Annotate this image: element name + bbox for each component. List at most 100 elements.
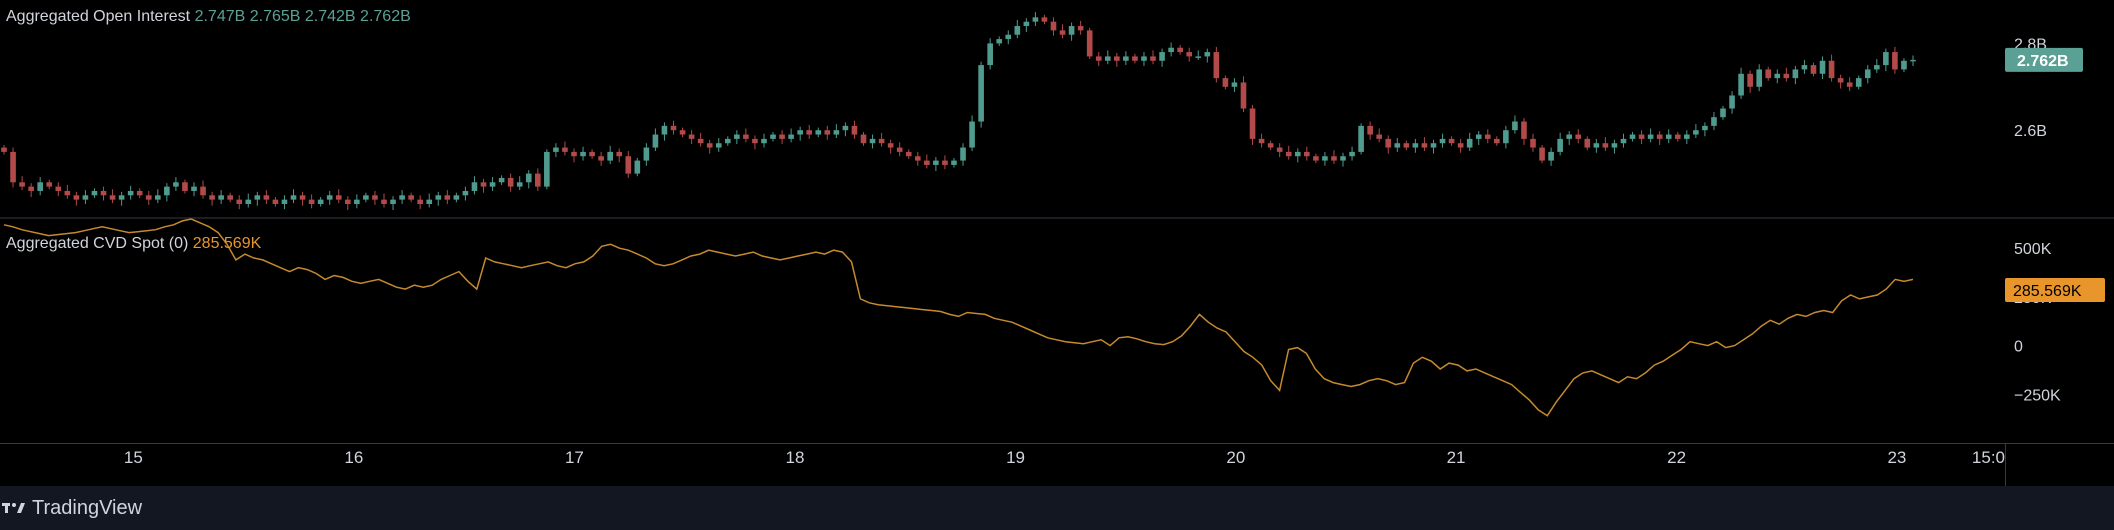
candle-body: [1792, 69, 1799, 79]
candle-body: [951, 160, 957, 165]
candle-body: [1693, 130, 1699, 135]
cvd-axis-tick-label: 500K: [2014, 241, 2052, 258]
candle-body: [806, 130, 813, 135]
candle-body: [914, 156, 921, 161]
candle-body: [1421, 143, 1428, 148]
candle-body: [706, 143, 713, 148]
candle-body: [118, 195, 125, 200]
candle-body: [1584, 138, 1591, 148]
candle-body: [1394, 143, 1401, 148]
candle-body: [1267, 143, 1274, 148]
time-axis-tick-label: 19: [1006, 448, 1025, 467]
candle-body: [1104, 56, 1111, 61]
candle-body: [354, 199, 360, 204]
open-interest-pane[interactable]: [1, 12, 1916, 211]
candle-body: [933, 160, 939, 165]
candle-body: [1548, 151, 1554, 161]
chart-canvas[interactable]: 2.8B2.6B2.762B500K250K0−250K285.569K1516…: [0, 0, 2114, 486]
candle-body: [19, 182, 25, 187]
candle-body: [1774, 73, 1781, 79]
time-axis-tick-label: 21: [1447, 448, 1466, 467]
candle-body: [553, 147, 559, 152]
cvd-legend-value: 285.569K: [193, 235, 262, 252]
candle-body: [643, 147, 650, 161]
candle-body: [507, 177, 514, 187]
candle-body: [1566, 134, 1573, 139]
candle-body: [417, 199, 423, 204]
candle-body: [1077, 26, 1084, 31]
candle-body: [1503, 130, 1509, 144]
candle-body: [1512, 121, 1518, 131]
candle-body: [1665, 134, 1672, 139]
candle-body: [734, 134, 740, 139]
time-axis-tick-label: 17: [565, 448, 584, 467]
candle-body: [697, 138, 704, 144]
candle-body: [191, 186, 197, 191]
cvd-pane[interactable]: [3, 218, 1914, 417]
candle-body: [1656, 134, 1663, 139]
candle-body: [878, 138, 885, 144]
candle-body: [444, 195, 451, 200]
candle-body: [1204, 52, 1211, 57]
candle-body: [1674, 134, 1681, 139]
candle-body: [1439, 138, 1446, 144]
candle-body: [1068, 26, 1075, 35]
candle-body: [1195, 56, 1202, 58]
candle-body: [344, 199, 351, 204]
candle-body: [480, 182, 487, 187]
oi-legend-value: 2.747B: [195, 8, 250, 25]
oi-last-value-label: 2.762B: [2017, 53, 2069, 70]
cvd-axis-tick-label: −250K: [2014, 387, 2061, 404]
candle-body: [1466, 138, 1473, 148]
candle-body: [372, 195, 378, 200]
candle-body: [390, 199, 396, 204]
legend-layer: Aggregated Open Interest 2.747B 2.765B 2…: [6, 8, 411, 252]
candle-body: [236, 199, 243, 204]
candle-body: [1910, 59, 1916, 62]
candle-body: [607, 151, 613, 161]
candle-body: [1684, 134, 1690, 139]
candle-body: [905, 151, 912, 157]
candle-body: [281, 199, 288, 204]
candle-body: [399, 195, 405, 200]
candle-body: [1141, 56, 1147, 61]
candle-body: [525, 173, 532, 183]
tradingview-brand[interactable]: TradingView: [2, 497, 142, 520]
candle-body: [887, 143, 894, 148]
candle-body: [1313, 156, 1319, 161]
oi-legend-value: 2.742B: [305, 8, 360, 25]
candle-body: [743, 134, 749, 139]
candle-body: [715, 143, 722, 148]
candle-body: [960, 147, 966, 161]
candle-body: [1086, 30, 1093, 57]
candle-body: [1638, 134, 1645, 139]
candle-body: [1729, 95, 1735, 109]
candle-body: [987, 43, 993, 66]
candle-body: [218, 195, 224, 200]
candle-body: [770, 134, 776, 139]
candle-body: [1186, 52, 1193, 57]
candle-body: [263, 195, 270, 200]
candle-body: [589, 151, 595, 157]
candle-body: [688, 134, 695, 139]
candle-body: [498, 177, 505, 183]
candle-body: [788, 134, 794, 139]
candle-body: [245, 199, 252, 204]
candle-body: [109, 195, 116, 200]
candle-body: [1457, 143, 1464, 148]
candle-body: [534, 173, 541, 187]
candle-body: [516, 182, 523, 187]
candle-body: [1720, 108, 1726, 118]
candle-body: [1647, 134, 1654, 139]
time-axis-tick-label: 20: [1226, 448, 1245, 467]
candle-body: [1276, 147, 1283, 152]
candle-body: [290, 195, 297, 200]
candle-body: [752, 138, 758, 144]
candle-body: [670, 125, 677, 131]
candle-body: [1702, 125, 1708, 131]
candle-body: [55, 186, 62, 191]
candle-body: [308, 199, 315, 204]
candle-body: [1530, 138, 1536, 148]
candle-body: [1231, 82, 1238, 87]
